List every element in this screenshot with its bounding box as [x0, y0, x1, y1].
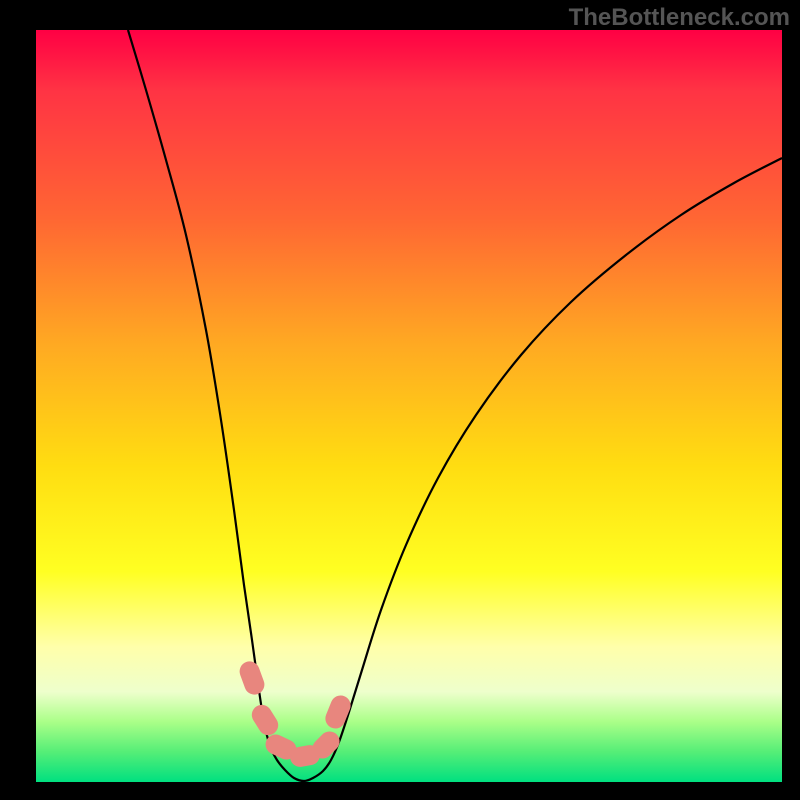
- chart-plot-area: [36, 30, 782, 782]
- watermark-text: TheBottleneck.com: [569, 4, 790, 32]
